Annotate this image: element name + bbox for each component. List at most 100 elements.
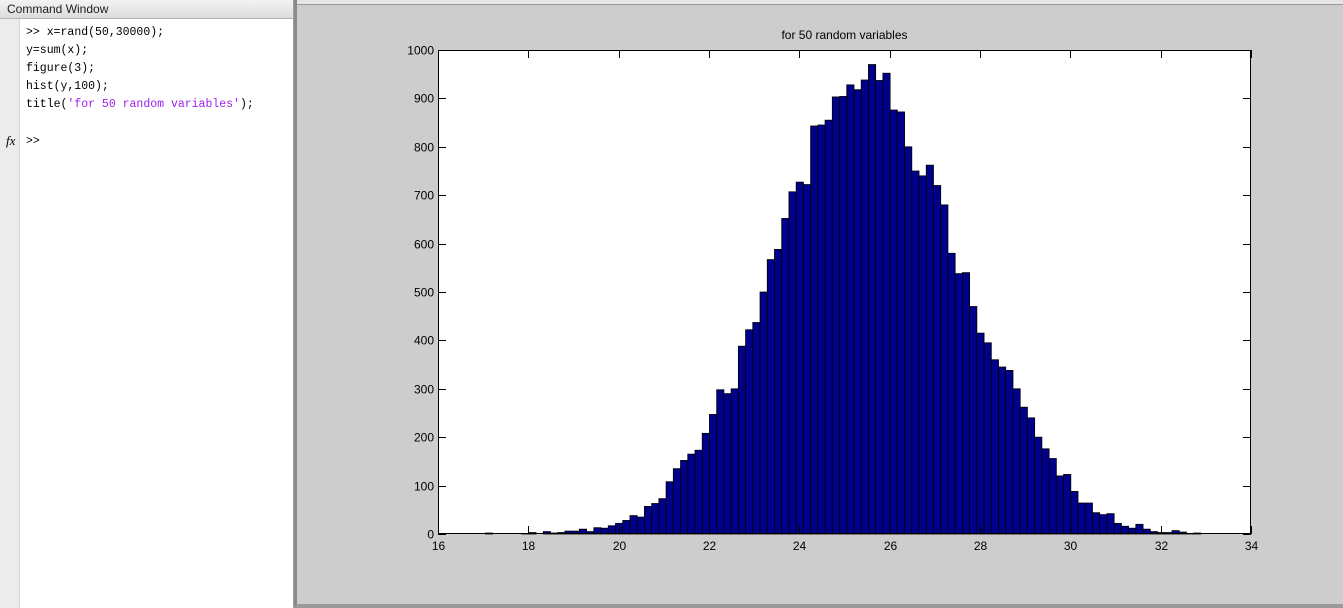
code-text: figure(3); <box>26 62 96 75</box>
histogram-bar <box>1063 474 1072 535</box>
histogram-bar <box>622 520 631 535</box>
x-tick-label: 26 <box>884 539 898 553</box>
y-tick-label: 100 <box>414 480 434 494</box>
code-line-2: y=sum(x); <box>26 42 88 60</box>
histogram-bar <box>824 119 833 535</box>
histogram-bar <box>911 170 920 535</box>
histogram-bar <box>969 306 978 535</box>
histogram-bar <box>1019 406 1028 535</box>
x-tick-label: 32 <box>1155 539 1169 553</box>
histogram-bar <box>802 184 812 535</box>
x-tick-label: 16 <box>432 539 446 553</box>
histogram-bar <box>1005 370 1014 535</box>
histogram-bar <box>933 185 942 535</box>
code-line-4: hist(y,100); <box>26 78 109 96</box>
histogram-bar <box>745 329 754 535</box>
code-text: title( <box>26 98 68 111</box>
histogram-bar <box>990 359 999 535</box>
histogram-bar <box>868 64 877 535</box>
histogram-bar <box>896 111 905 535</box>
histogram-bar <box>1012 388 1021 535</box>
histogram-bar <box>860 79 869 535</box>
command-window[interactable]: Command Window >> x=rand(50,30000); y=su… <box>0 0 294 608</box>
figure-window: for 50 random variables 16 18 20 22 24 26 28 30… <box>294 0 1343 608</box>
histogram-bar <box>737 345 746 535</box>
histogram-bar <box>918 175 927 535</box>
y-tick-label: 1000 <box>407 44 434 58</box>
x-tick-label: 22 <box>703 539 717 553</box>
axis-ticks <box>438 50 1252 535</box>
histogram-bar <box>810 125 819 535</box>
histogram-bar <box>672 468 681 535</box>
y-tick-label: 400 <box>414 334 434 348</box>
y-tick-label: 300 <box>414 383 434 397</box>
histogram-bar <box>954 273 963 535</box>
histogram-bar <box>1106 513 1115 535</box>
histogram-bar <box>1084 502 1093 535</box>
histogram-bar <box>781 218 790 535</box>
chart-title: for 50 random variables <box>781 28 907 42</box>
y-tick-label: 0 <box>427 528 434 542</box>
histogram-bar <box>925 164 934 535</box>
histogram-bar <box>889 109 898 535</box>
histogram-bar <box>1135 523 1144 535</box>
histogram-bar <box>839 96 848 535</box>
histogram-bar <box>1077 502 1086 535</box>
code-string: 'for 50 random variables' <box>67 98 240 111</box>
histogram-bar <box>1070 491 1079 535</box>
histogram-bar <box>853 89 862 535</box>
histogram-bar <box>882 72 891 535</box>
histogram-bar <box>961 272 971 535</box>
y-tick-label: 600 <box>414 238 434 252</box>
histogram-bar <box>1120 525 1129 535</box>
histogram-bar <box>709 414 718 535</box>
histogram-bar <box>607 525 616 535</box>
x-tick-labels: 16 18 20 22 24 26 28 30 32 34 <box>432 539 1259 553</box>
histogram-bars <box>485 64 1202 535</box>
histogram-bar <box>1092 512 1101 535</box>
figure-top-edge <box>297 0 1343 5</box>
histogram-bar <box>701 432 710 535</box>
histogram-bar <box>1027 417 1036 535</box>
code-text: hist(y,100); <box>26 80 109 93</box>
y-tick-label: 700 <box>414 189 434 203</box>
histogram-bar <box>629 515 638 535</box>
figure-canvas: for 50 random variables 16 18 20 22 24 26 28 30… <box>407 28 1259 553</box>
y-tick-label: 800 <box>414 141 434 155</box>
x-tick-label: 28 <box>974 539 988 553</box>
x-tick-label: 20 <box>613 539 627 553</box>
histogram-bar <box>1055 475 1064 535</box>
code-line-1: >> x=rand(50,30000); <box>26 24 164 42</box>
fx-icon[interactable]: fx <box>6 133 16 148</box>
prompt-symbol: >> <box>26 26 47 39</box>
code-line-5: title('for 50 random variables'); <box>26 96 254 114</box>
histogram-bar <box>752 322 761 535</box>
command-window-title: Command Window <box>0 0 293 19</box>
histogram-bar <box>795 181 804 535</box>
code-text: x=rand(50,30000); <box>46 26 165 39</box>
y-tick-labels: 0 100 200 300 400 500 600 700 800 900 1000 <box>407 44 434 542</box>
histogram-bar <box>947 252 956 535</box>
histogram-bar <box>1041 448 1050 535</box>
y-tick-label: 900 <box>414 92 434 106</box>
histogram-bar <box>766 259 775 535</box>
histogram-bar <box>998 366 1007 535</box>
histogram-bar <box>1048 458 1057 535</box>
histogram-bar <box>723 393 732 535</box>
histogram-bar <box>651 503 660 535</box>
x-tick-label: 34 <box>1245 539 1259 553</box>
histogram-bar <box>1099 514 1108 535</box>
histogram-bar <box>665 481 674 535</box>
histogram-bar <box>694 449 703 535</box>
histogram-bar <box>774 249 783 535</box>
y-tick-label: 200 <box>414 431 434 445</box>
histogram-bar <box>983 342 992 535</box>
histogram-bar <box>940 204 949 535</box>
code-line-3: figure(3); <box>26 60 95 78</box>
y-tick-label: 500 <box>414 286 434 300</box>
histogram-bar <box>1113 522 1122 535</box>
command-prompt[interactable]: >> <box>26 135 40 148</box>
histogram-bar <box>759 291 768 535</box>
histogram-bar <box>636 516 645 535</box>
x-tick-label: 24 <box>793 539 807 553</box>
